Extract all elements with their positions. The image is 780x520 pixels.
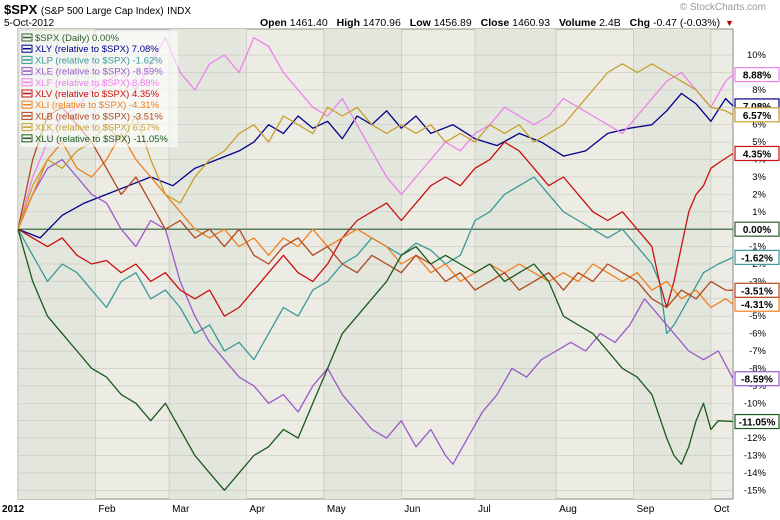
end-value-label: 8.88%: [743, 71, 771, 82]
end-value-label: -4.31%: [741, 300, 773, 311]
low-value: 1456.89: [433, 17, 472, 29]
legend-swatch: [21, 134, 33, 143]
exchange: INDX: [167, 6, 192, 17]
end-value-box: [734, 67, 780, 83]
legend-swatch: [21, 44, 33, 53]
series-line: [17, 229, 734, 491]
open-label: Open: [260, 17, 287, 29]
x-tick-label: May: [327, 504, 346, 515]
end-value-label: -11.05%: [739, 418, 776, 429]
x-tick-label: Jun: [404, 504, 420, 515]
chart-title: $SPX (S&P 500 Large Cap Index) INDX: [4, 2, 191, 17]
y-tick-label: -5%: [749, 311, 766, 322]
end-value-box: [734, 221, 780, 237]
legend-entry: XLV (relative to $SPX) 4.35%: [35, 89, 159, 100]
end-value-label: 0.00%: [743, 225, 771, 236]
legend-swatch: [21, 55, 33, 64]
legend-entry: XLI (relative to $SPX) -4.31%: [35, 100, 160, 111]
legend-entry: XLF (relative to $SPX) 8.88%: [35, 78, 160, 89]
y-tick-label: -9%: [749, 381, 766, 392]
watermark: © StockCharts.com: [679, 2, 766, 13]
end-value-box: [734, 282, 780, 298]
x-tick-label: Feb: [98, 504, 116, 515]
end-value-label: 4.35%: [743, 149, 771, 160]
end-value-label: -3.51%: [741, 286, 773, 297]
legend-swatch: [21, 111, 33, 120]
low-label: Low: [409, 17, 431, 29]
y-tick-label: 8%: [752, 85, 766, 96]
chg-label: Chg: [629, 17, 651, 29]
end-value-box: [734, 107, 780, 123]
chart-date: 5-Oct-2012: [4, 18, 55, 29]
legend-swatch: [21, 67, 33, 76]
y-tick-label: 2%: [752, 189, 766, 200]
close-label: Close: [480, 17, 510, 29]
high-label: High: [336, 17, 360, 29]
x-tick-label: Sep: [636, 504, 654, 515]
legend-entry: XLP (relative to $SPX) -1.62%: [35, 55, 163, 66]
legend-entry: XLY (relative to $SPX) 7.08%: [35, 44, 159, 55]
quote-bar: Open 1461.40 High 1470.96 Low 1456.89 Cl…: [260, 17, 734, 29]
symbol: $SPX: [4, 2, 38, 17]
symbol-description: (S&P 500 Large Cap Index): [40, 6, 164, 17]
end-value-box: [734, 413, 780, 430]
legend-bg: [20, 31, 178, 147]
down-arrow-icon: ▼: [725, 18, 734, 28]
legend-entry: XLB (relative to $SPX) -3.51%: [35, 111, 163, 122]
end-value-box: [734, 145, 780, 162]
legend-swatch: [21, 89, 33, 98]
series-line: [17, 158, 734, 465]
end-value-box: [734, 249, 780, 265]
y-tick-label: -7%: [749, 346, 766, 357]
y-tick-label: 1%: [752, 207, 766, 218]
volume-value: 2.4B: [599, 17, 621, 29]
close-value: 1460.93: [512, 17, 551, 29]
y-tick-label: 3%: [752, 172, 766, 183]
series-line: [17, 106, 734, 309]
legend-entry: $SPX (Daily) 0.00%: [35, 33, 120, 44]
x-tick-label: Apr: [250, 504, 266, 515]
end-value-label: -8.59%: [741, 375, 773, 386]
legend-entry: XLK (relative to $SPX) 6.57%: [35, 123, 160, 134]
end-value-label: 6.57%: [743, 111, 771, 122]
chg-value: -0.47 (-0.03%): [652, 17, 721, 29]
end-value-label: -1.62%: [741, 253, 773, 264]
x-tick-label: Jul: [478, 504, 491, 515]
y-tick-label: 10%: [747, 50, 767, 61]
series-line: [17, 132, 734, 309]
x-tick-label: Oct: [714, 504, 730, 515]
legend-entry: XLE (relative to $SPX) -8.59%: [35, 67, 163, 78]
high-value: 1470.96: [362, 17, 401, 29]
y-tick-label: 6%: [752, 120, 766, 131]
x-tick-label: 2012: [2, 504, 25, 515]
y-tick-label: -3%: [749, 276, 766, 287]
y-tick-label: -8%: [749, 363, 766, 374]
y-tick-label: -6%: [749, 329, 766, 340]
y-tick-label: -1%: [749, 242, 766, 253]
x-tick-label: Aug: [559, 504, 577, 515]
series-line: [17, 92, 734, 239]
y-tick-label: 5%: [752, 137, 766, 148]
legend-swatch: [21, 100, 33, 109]
x-tick-label: Mar: [172, 504, 190, 515]
legend-swatch: [21, 33, 33, 42]
y-tick-label: -15%: [744, 485, 767, 496]
y-tick-label: -10%: [744, 398, 767, 409]
legend-swatch: [21, 123, 33, 132]
legend-swatch: [21, 78, 33, 87]
volume-label: Volume: [559, 17, 597, 29]
y-tick-label: -14%: [744, 468, 767, 479]
open-value: 1461.40: [289, 17, 328, 29]
end-value-box: [734, 371, 780, 387]
y-tick-label: -12%: [744, 433, 767, 444]
y-tick-label: -13%: [744, 450, 767, 461]
legend-entry: XLU (relative to $SPX) -11.05%: [35, 134, 168, 145]
